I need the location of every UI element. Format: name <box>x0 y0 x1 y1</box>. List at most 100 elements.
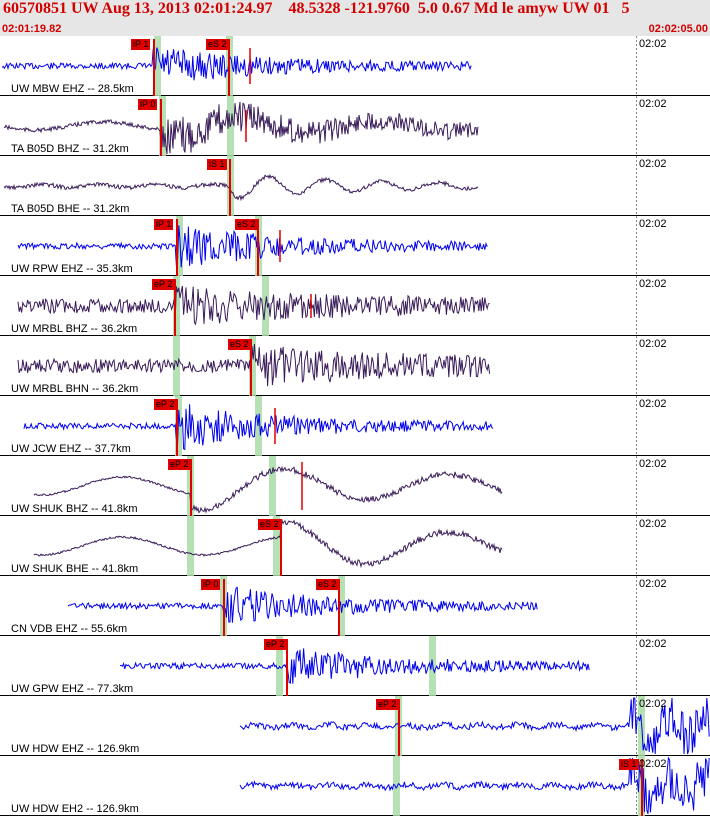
pick-line[interactable] <box>257 219 259 276</box>
trace-panel[interactable]: eP 2 02:02 UW JCW EHZ -- 37.7km <box>0 396 710 456</box>
travel-time-band <box>173 336 180 396</box>
time-marker-line <box>636 156 637 215</box>
trace-panel[interactable]: eP 2 02:02 UW MRBL BHZ -- 36.2km <box>0 276 710 336</box>
waveform[interactable] <box>0 696 710 756</box>
time-marker-line <box>636 36 637 95</box>
waveform[interactable] <box>0 96 710 156</box>
pick-line[interactable] <box>174 279 176 336</box>
pick-label[interactable]: eP 2 <box>154 399 177 410</box>
waveform[interactable] <box>0 456 710 516</box>
waveform-trace <box>33 465 503 514</box>
waveform-trace <box>1 47 472 81</box>
pick-line[interactable] <box>228 39 230 96</box>
pick-label[interactable]: eS 2 <box>235 219 258 230</box>
trace-time-label: 02:02 <box>639 698 667 710</box>
waveform-trace <box>239 756 710 815</box>
window-end-time: 02:02:05.00 <box>648 23 708 35</box>
pick-line[interactable] <box>250 339 252 396</box>
station-label: UW HDW EH2 -- 126.9km <box>11 803 139 815</box>
pick-line[interactable] <box>641 759 643 816</box>
time-marker-line <box>636 576 637 635</box>
station-label: UW MRBL BHN -- 36.2km <box>11 383 139 395</box>
trace-panel[interactable]: iP 1 eS 2 02:02 UW MBW EHZ -- 28.5km <box>0 36 710 96</box>
trace-panel[interactable]: iP 1 eS 2 02:02 UW RPW EHZ -- 35.3km <box>0 216 710 276</box>
trace-time-label: 02:02 <box>639 758 667 770</box>
waveform[interactable] <box>0 216 710 276</box>
time-marker-line <box>636 396 637 455</box>
pick-label[interactable]: iS 1 <box>207 159 227 170</box>
station-label: UW JCW EHZ -- 37.7km <box>11 443 131 455</box>
pick-line[interactable] <box>190 459 192 516</box>
station-label: UW GPW EHZ -- 77.3km <box>11 683 134 695</box>
waveform-trace <box>119 648 590 684</box>
waveform[interactable] <box>0 636 710 696</box>
pick-label[interactable]: iP 1 <box>131 39 151 50</box>
trace-time-label: 02:02 <box>639 458 667 470</box>
pick-line[interactable] <box>153 39 155 96</box>
pick-line[interactable] <box>338 579 340 636</box>
trace-panel[interactable]: eP 2 02:02 UW GPW EHZ -- 77.3km <box>0 636 710 696</box>
pick-label[interactable]: iP 1 <box>154 219 174 230</box>
trace-panel[interactable]: eS 2 02:02 UW SHUK BHE -- 41.8km <box>0 516 710 576</box>
station-label: UW MRBL BHZ -- 36.2km <box>11 323 138 335</box>
trace-time-label: 02:02 <box>639 158 667 170</box>
pick-label[interactable]: eP 2 <box>152 279 175 290</box>
trace-time-label: 02:02 <box>639 98 667 110</box>
waveform-trace <box>17 285 490 326</box>
pick-label[interactable]: eP 2 <box>168 459 191 470</box>
waveform[interactable] <box>0 516 710 576</box>
trace-panel-list: iP 1 eS 2 02:02 UW MBW EHZ -- 28.5km iP 0 02:… <box>0 36 710 818</box>
pick-line[interactable] <box>160 99 162 156</box>
pick-label[interactable]: eS 2 <box>228 339 251 350</box>
time-marker-line <box>636 96 637 155</box>
pick-label[interactable]: eS 2 <box>258 519 281 530</box>
trace-time-label: 02:02 <box>639 278 667 290</box>
pick-label[interactable]: eP 2 <box>264 639 287 650</box>
waveform[interactable] <box>0 156 710 216</box>
trace-panel[interactable]: iS 1 02:02 UW HDW EH2 -- 126.9km <box>0 756 710 816</box>
trace-time-label: 02:02 <box>639 218 667 230</box>
pick-line[interactable] <box>286 639 288 696</box>
pick-label[interactable]: iS 1 <box>619 759 639 770</box>
waveform[interactable] <box>0 336 710 396</box>
pick-line[interactable] <box>398 699 400 756</box>
pick-label[interactable]: eS 2 <box>206 39 229 50</box>
trace-time-label: 02:02 <box>639 638 667 650</box>
travel-time-band <box>154 36 161 96</box>
trace-panel[interactable]: eP 2 02:02 UW HDW EHZ -- 126.9km <box>0 696 710 756</box>
pick-line[interactable] <box>176 219 178 276</box>
travel-time-band <box>269 456 276 516</box>
time-marker-line <box>636 756 637 815</box>
trace-panel[interactable]: eS 2 02:02 UW MRBL BHN -- 36.2km <box>0 336 710 396</box>
waveform-trace <box>33 518 503 569</box>
time-marker-line <box>636 336 637 395</box>
event-title: 60570851 UW Aug 13, 2013 02:01:24.97 48.… <box>3 0 630 17</box>
pick-line[interactable] <box>280 519 282 576</box>
station-label: UW MBW EHZ -- 28.5km <box>11 83 134 95</box>
waveform[interactable] <box>0 756 710 816</box>
waveform[interactable] <box>0 276 710 336</box>
trace-time-label: 02:02 <box>639 518 667 530</box>
trace-panel[interactable]: eP 2 02:02 UW SHUK BHZ -- 41.8km <box>0 456 710 516</box>
pick-label[interactable]: iP 0 <box>138 99 158 110</box>
trace-panel[interactable]: iP 0 eS 2 02:02 CN VDB EHZ -- 55.6km <box>0 576 710 636</box>
travel-time-band <box>159 96 166 156</box>
trace-panel[interactable]: iP 0 02:02 TA B05D BHZ -- 31.2km <box>0 96 710 156</box>
pick-label[interactable]: iP 0 <box>201 579 221 590</box>
waveform[interactable] <box>0 396 710 456</box>
pick-line[interactable] <box>176 399 178 456</box>
trace-time-label: 02:02 <box>639 578 667 590</box>
waveform[interactable] <box>0 36 710 96</box>
pick-line[interactable] <box>223 579 225 636</box>
pick-label[interactable]: eS 2 <box>316 579 339 590</box>
waveform-trace <box>67 586 538 623</box>
pick-line[interactable] <box>229 159 231 216</box>
station-label: TA B05D BHE -- 31.2km <box>11 203 130 215</box>
waveform[interactable] <box>0 576 710 636</box>
travel-time-band <box>393 756 400 816</box>
pick-label[interactable]: eP 2 <box>376 699 399 710</box>
trace-panel[interactable]: iS 1 02:02 TA B05D BHE -- 31.2km <box>0 156 710 216</box>
station-label: TA B05D BHZ -- 31.2km <box>11 143 129 155</box>
trace-time-label: 02:02 <box>639 38 667 50</box>
time-marker-line <box>636 516 637 575</box>
